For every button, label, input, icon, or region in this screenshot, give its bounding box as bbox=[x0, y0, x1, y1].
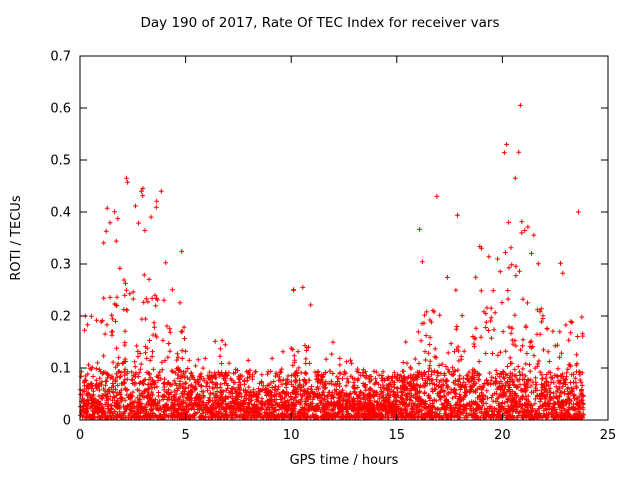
x-tick-label: 10 bbox=[283, 428, 300, 443]
axis-tick-labels: 0 5 10 15 20 25 0 0.1 0.2 0.3 0.4 0.5 0.6 0.7 bbox=[50, 50, 616, 444]
y-tick-label: 0.5 bbox=[50, 154, 71, 169]
y-tick-label: 0.4 bbox=[50, 206, 71, 221]
x-tick-label: 0 bbox=[76, 428, 84, 443]
y-axis-label: ROTI / TECUs bbox=[9, 195, 24, 280]
y-tick-label: 0.7 bbox=[50, 50, 71, 65]
y-tick-label: 0.2 bbox=[50, 310, 71, 325]
scatter-points bbox=[77, 103, 586, 421]
y-tick-label: 0.6 bbox=[50, 102, 71, 117]
axis-tick-marks bbox=[79, 55, 609, 421]
y-tick-label: 0.1 bbox=[50, 362, 71, 377]
x-tick-label: 5 bbox=[181, 428, 189, 443]
x-axis-label: GPS time / hours bbox=[290, 453, 399, 468]
y-tick-label: 0 bbox=[63, 414, 71, 429]
plot-border bbox=[79, 55, 609, 421]
y-tick-label: 0.3 bbox=[50, 258, 71, 273]
x-tick-label: 15 bbox=[389, 428, 406, 443]
x-tick-label: 20 bbox=[494, 428, 511, 443]
chart-title: Day 190 of 2017, Rate Of TEC Index for r… bbox=[141, 15, 500, 31]
x-tick-label: 25 bbox=[600, 428, 617, 443]
